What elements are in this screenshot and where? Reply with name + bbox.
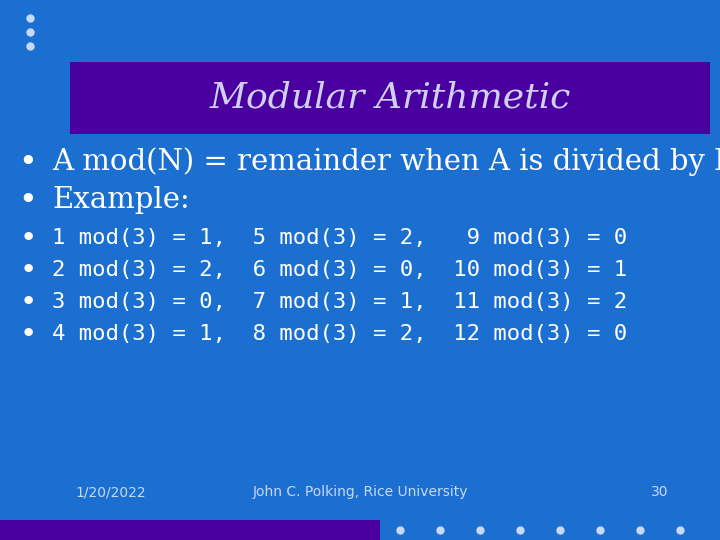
Text: •: • — [19, 185, 37, 215]
Text: 4 mod(3) = 1,  8 mod(3) = 2,  12 mod(3) = 0: 4 mod(3) = 1, 8 mod(3) = 2, 12 mod(3) = … — [52, 324, 627, 344]
Text: •: • — [19, 320, 37, 348]
Text: 1 mod(3) = 1,  5 mod(3) = 2,   9 mod(3) = 0: 1 mod(3) = 1, 5 mod(3) = 2, 9 mod(3) = 0 — [52, 228, 627, 248]
Bar — [70, 62, 710, 134]
Text: 2 mod(3) = 2,  6 mod(3) = 0,  10 mod(3) = 1: 2 mod(3) = 2, 6 mod(3) = 0, 10 mod(3) = … — [52, 260, 627, 280]
Text: John C. Polking, Rice University: John C. Polking, Rice University — [252, 485, 468, 499]
Text: •: • — [19, 288, 37, 316]
Text: Modular Arithmetic: Modular Arithmetic — [210, 81, 571, 115]
Text: 1/20/2022: 1/20/2022 — [75, 485, 145, 499]
Text: Example:: Example: — [52, 186, 190, 214]
Bar — [0, 520, 380, 540]
Text: •: • — [19, 224, 37, 252]
Text: 3 mod(3) = 0,  7 mod(3) = 1,  11 mod(3) = 2: 3 mod(3) = 0, 7 mod(3) = 1, 11 mod(3) = … — [52, 292, 627, 312]
Text: A mod(N) = remainder when A is divided by N: A mod(N) = remainder when A is divided b… — [52, 147, 720, 177]
Text: 30: 30 — [652, 485, 669, 499]
Text: •: • — [19, 146, 37, 178]
Text: •: • — [19, 256, 37, 284]
